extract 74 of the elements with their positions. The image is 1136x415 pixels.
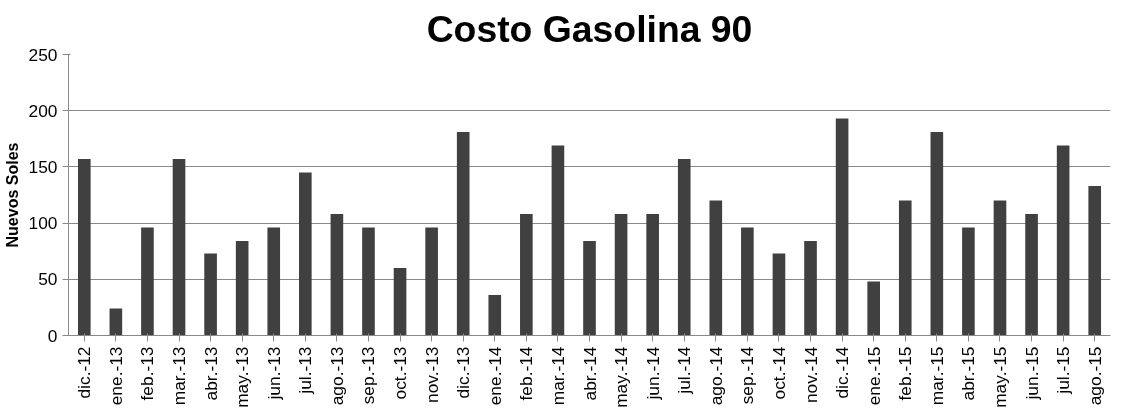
y-axis-title: Nuevos Soles [3,142,21,248]
x-tick-label: may.-14 [611,346,632,408]
x-tick-label: ago.-15 [1084,346,1105,406]
bar [362,227,375,336]
bar [898,200,912,336]
bar [804,241,817,336]
x-tick-label: jun.-14 [642,346,663,401]
x-tick-label: abr.-14 [579,346,600,401]
x-tick-label: dic.-12 [74,346,95,399]
x-tick-label: ene.-14 [484,346,505,406]
x-tick-label: mar.-13 [169,346,190,406]
x-tick-label: jun.-15 [1021,346,1042,401]
x-tick-label: jul.-15 [1053,346,1074,395]
bar [614,214,628,336]
bar [456,132,470,336]
y-tick-label: 200 [28,100,58,121]
x-tick-label: mar.-14 [547,346,568,406]
bar [172,159,186,336]
bar [677,159,691,336]
x-tick-label: abr.-13 [200,346,221,401]
x-tick-label: jun.-13 [263,346,284,401]
x-tick-label: ene.-15 [863,346,884,406]
x-tick-label: feb.-13 [137,346,158,401]
bar [425,227,438,336]
x-tick-label: nov.-13 [421,346,442,404]
bar [709,200,723,336]
bar [646,214,659,336]
bar [835,118,849,336]
x-tick-label: jul.-14 [674,346,695,395]
bar [993,200,1007,336]
bar [551,145,565,336]
x-tick-label: may.-13 [232,346,253,408]
y-tick-label: 250 [28,44,58,65]
bar [267,227,281,336]
bar [235,241,249,336]
x-tick-label: abr.-15 [958,346,979,401]
x-tick-label: ene.-13 [105,346,126,406]
bar [1056,145,1070,336]
bar [141,227,154,336]
x-tick-label: may.-15 [989,346,1010,408]
bar [204,253,217,336]
y-tick-label: 0 [47,325,58,346]
bar [299,172,312,336]
bar [1088,186,1102,336]
bar [520,214,533,336]
x-tick-label: ago.-14 [705,346,726,406]
x-tick-label: oct.-14 [768,346,789,400]
y-tick-label: 100 [28,213,58,234]
chart-title: Costo Gasolina 90 [426,7,753,50]
bar [330,214,344,336]
x-tick-label: jul.-13 [295,346,316,395]
x-tick-label: sep.-14 [737,346,758,405]
bar [488,295,502,336]
bar [962,227,975,336]
x-tick-label: dic.-14 [832,346,853,399]
bar [930,132,944,336]
y-tick-label: 150 [28,156,58,177]
x-tick-label: feb.-14 [516,346,537,401]
bar [867,281,880,336]
x-tick-label: dic.-13 [453,346,474,399]
x-tick-label: nov.-14 [800,346,821,404]
y-tick-label: 50 [38,269,58,290]
bar [1025,214,1038,336]
x-tick-label: oct.-13 [390,346,411,400]
bar [393,268,407,336]
bar [77,159,91,336]
x-tick-label: feb.-15 [895,346,916,401]
bar [772,253,786,336]
x-tick-label: sep.-13 [358,346,379,405]
x-tick-label: mar.-15 [926,346,947,406]
bar [583,241,596,336]
bar [741,227,754,336]
x-tick-label: ago.-13 [326,346,347,406]
bar [109,308,123,336]
